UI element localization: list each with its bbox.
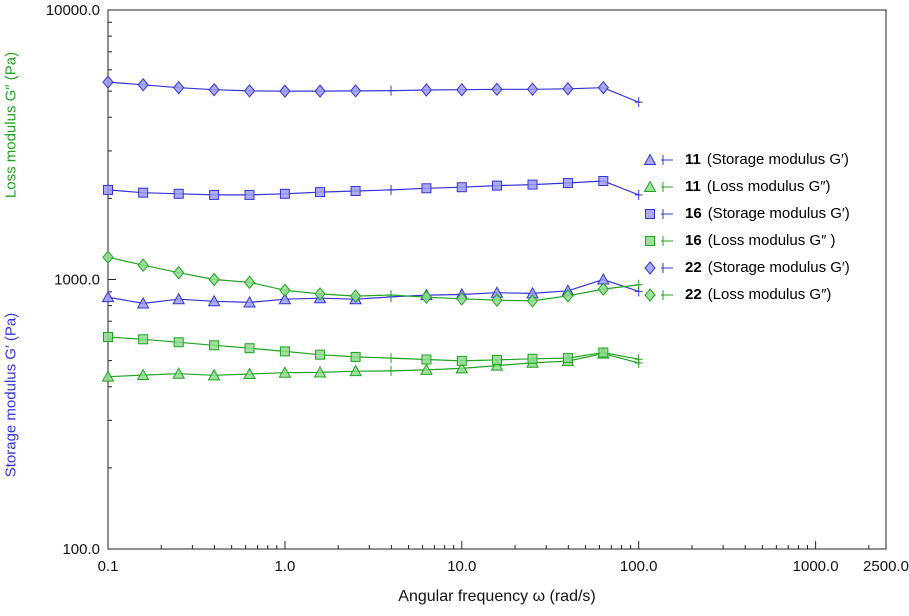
legend: 11 (Storage modulus G′) 11 (Loss modulus… bbox=[641, 146, 850, 308]
legend-series-label: (Loss modulus G″ ) bbox=[707, 232, 836, 249]
square-marker-icon bbox=[645, 235, 673, 246]
legend-series-id: 22 bbox=[685, 259, 702, 276]
svg-text:100.0: 100.0 bbox=[62, 541, 100, 558]
legend-entry: 22 (Storage modulus G′) bbox=[641, 254, 850, 281]
legend-entry: 22 (Loss modulus G″) bbox=[641, 281, 850, 308]
svg-text:0.1: 0.1 bbox=[98, 558, 119, 575]
legend-series-label: (Loss modulus G″) bbox=[707, 286, 832, 303]
legend-series-label: (Storage modulus G′) bbox=[707, 205, 850, 222]
y-axis-label-storage-modulus: Storage modulus G′ (Pa) bbox=[2, 312, 20, 478]
svg-text:2500.0: 2500.0 bbox=[863, 558, 909, 575]
square-marker-icon bbox=[645, 208, 673, 219]
legend-series-label: (Storage modulus G′) bbox=[706, 151, 849, 168]
legend-series-id: 16 bbox=[685, 232, 702, 249]
legend-series-id: 11 bbox=[685, 178, 701, 195]
svg-text:100.0: 100.0 bbox=[620, 558, 658, 575]
triangle-marker-icon bbox=[643, 179, 673, 192]
legend-entry: 11 (Storage modulus G′) bbox=[641, 146, 850, 173]
legend-series-label: (Loss modulus G″) bbox=[706, 178, 831, 195]
diamond-marker-icon bbox=[644, 260, 673, 275]
svg-text:1.0: 1.0 bbox=[274, 558, 295, 575]
legend-series-label: (Storage modulus G′) bbox=[707, 259, 850, 276]
triangle-marker-icon bbox=[643, 152, 673, 165]
legend-series-id: 22 bbox=[685, 286, 702, 303]
legend-entry: 11 (Loss modulus G″) bbox=[641, 173, 850, 200]
svg-text:10.0: 10.0 bbox=[447, 558, 476, 575]
svg-text:1000.0: 1000.0 bbox=[54, 272, 100, 289]
diamond-marker-icon bbox=[644, 287, 673, 302]
svg-text:1000.0: 1000.0 bbox=[793, 558, 839, 575]
legend-entry: 16 (Loss modulus G″ ) bbox=[641, 227, 850, 254]
legend-series-id: 11 bbox=[685, 151, 701, 168]
y-axis-label-loss-modulus: Loss modulus G″ (Pa) bbox=[2, 51, 20, 199]
legend-series-id: 16 bbox=[685, 205, 702, 222]
legend-entry: 16 (Storage modulus G′) bbox=[641, 200, 850, 227]
x-axis-label: Angular frequency ω (rad/s) bbox=[398, 588, 596, 605]
svg-text:10000.0: 10000.0 bbox=[46, 2, 100, 19]
